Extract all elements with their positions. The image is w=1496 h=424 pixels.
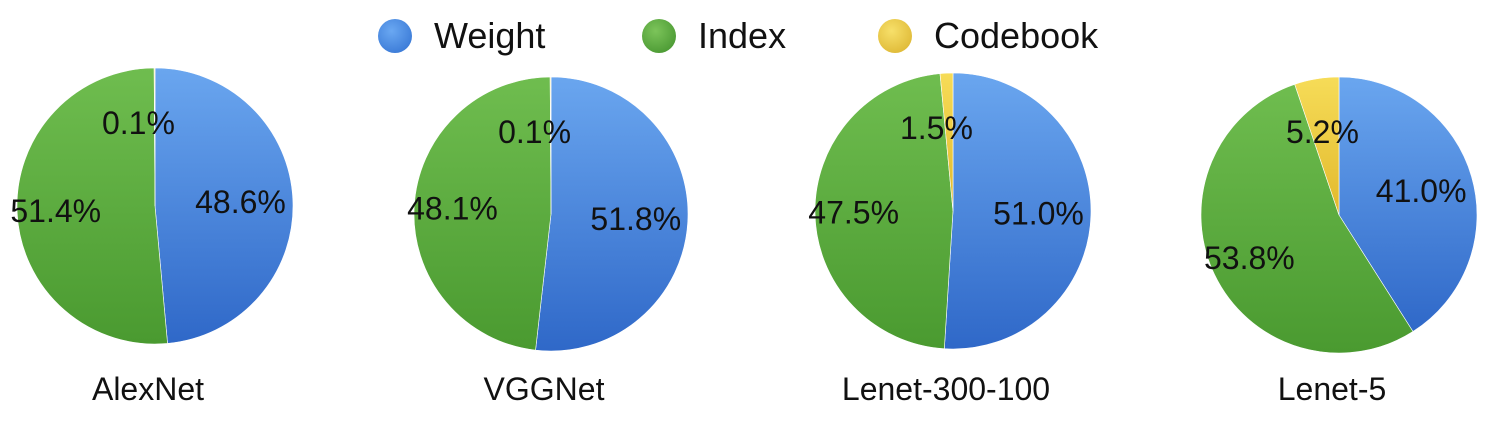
pie-slice-vggnet-weight bbox=[535, 76, 689, 352]
legend-swatch-codebook bbox=[878, 19, 912, 53]
pie-slice-lenet-300-100-weight bbox=[944, 72, 1092, 350]
legend-swatch-index bbox=[642, 19, 676, 53]
pie-label-alexnet-weight: 48.6% bbox=[195, 184, 286, 220]
pie-slice-lenet-5-weight bbox=[1338, 76, 1478, 332]
pie-label-lenet-5-index: 53.8% bbox=[1204, 240, 1295, 276]
legend-item-codebook: Codebook bbox=[878, 14, 1098, 58]
pie-label-lenet-300-100-codebook: 1.5% bbox=[900, 110, 973, 146]
chart-title-vggnet: VGGNet bbox=[484, 371, 605, 407]
pie-slice-lenet-5-codebook bbox=[1294, 76, 1340, 216]
pie-slice-vggnet-index bbox=[413, 76, 552, 351]
pie-slice-alexnet-weight bbox=[154, 67, 294, 344]
pie-label-vggnet-weight: 51.8% bbox=[590, 201, 681, 237]
pie-label-lenet-300-100-weight: 51.0% bbox=[993, 196, 1084, 232]
legend-swatch-weight bbox=[378, 19, 412, 53]
pie-label-lenet-5-weight: 41.0% bbox=[1376, 173, 1467, 209]
chart-title-lenet-5: Lenet-5 bbox=[1278, 371, 1387, 407]
pie-label-alexnet-codebook: 0.1% bbox=[102, 105, 175, 141]
pie-slice-vggnet-codebook bbox=[549, 76, 552, 215]
pie-label-alexnet-index: 51.4% bbox=[10, 193, 101, 229]
pie-slice-lenet-300-100-index bbox=[814, 73, 954, 350]
chart-title-alexnet: AlexNet bbox=[92, 371, 204, 407]
pie-slice-alexnet-codebook bbox=[153, 67, 156, 207]
pie-vggnet: 51.8% 48.1% 0.1% VGGNet bbox=[407, 76, 689, 407]
pie-label-lenet-5-codebook: 5.2% bbox=[1286, 114, 1359, 150]
pie-label-vggnet-codebook: 0.1% bbox=[498, 114, 571, 150]
legend-item-weight: Weight bbox=[378, 14, 545, 58]
pie-slice-lenet-300-100-codebook bbox=[939, 72, 954, 212]
legend-label-index: Index bbox=[698, 15, 787, 56]
pie-lenet-300-100: 51.0% 47.5% 1.5% Lenet-300-100 bbox=[808, 72, 1092, 407]
pie-label-lenet-300-100-index: 47.5% bbox=[808, 195, 899, 231]
pie-slice-alexnet-index bbox=[16, 67, 168, 345]
pie-slice-lenet-5-index bbox=[1200, 83, 1414, 354]
legend-item-index: Index bbox=[642, 14, 786, 58]
legend-label-codebook: Codebook bbox=[934, 15, 1099, 56]
chart-title-lenet-300-100: Lenet-300-100 bbox=[842, 371, 1050, 407]
legend: Weight Index Codebook bbox=[0, 0, 1496, 70]
pie-lenet-5: 41.0% 53.8% 5.2% Lenet-5 bbox=[1200, 76, 1478, 407]
pie-label-vggnet-index: 48.1% bbox=[407, 191, 498, 227]
legend-label-weight: Weight bbox=[434, 15, 546, 56]
pie-alexnet: 48.6% 51.4% 0.1% AlexNet bbox=[10, 67, 294, 407]
